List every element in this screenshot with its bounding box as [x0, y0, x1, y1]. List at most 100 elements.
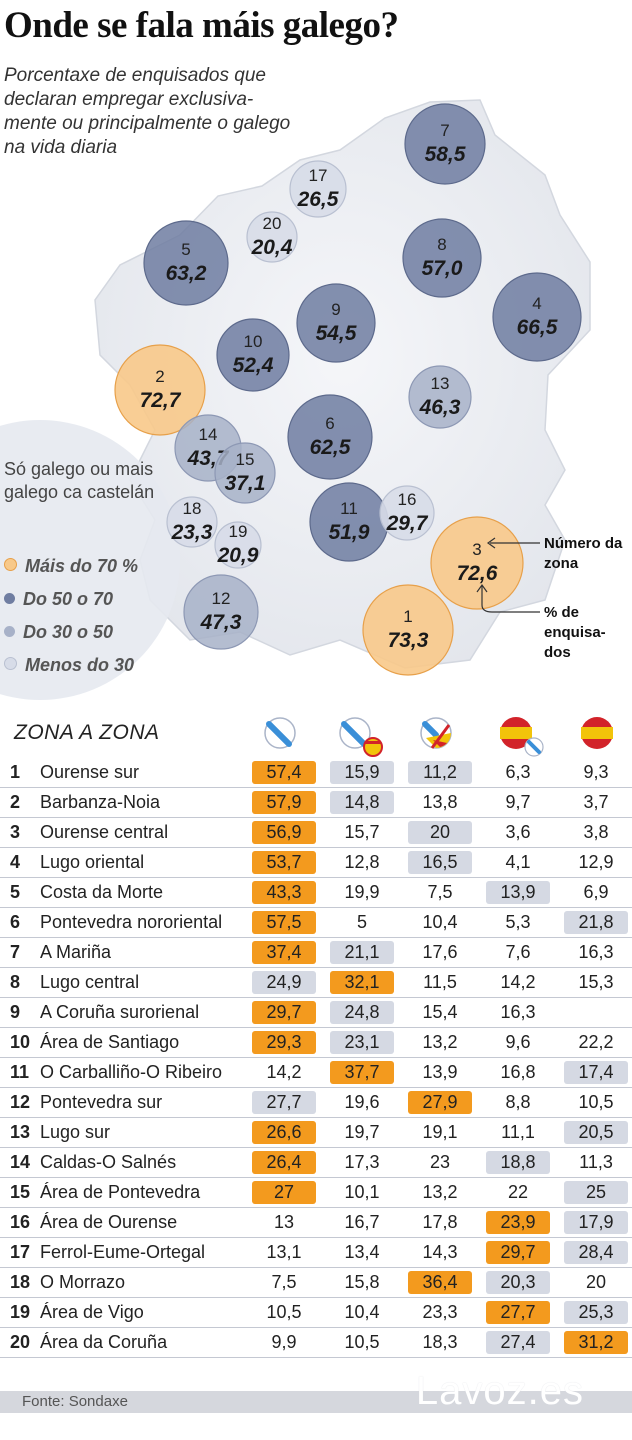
- table-cell: 23,3: [401, 1297, 479, 1328]
- cell-value: 31,2: [564, 1331, 628, 1354]
- table-cell: 37,4: [245, 937, 323, 968]
- table-row: 13 Lugo sur 26,6 19,7 19,1 11,1 20,5: [0, 1117, 632, 1148]
- legend-dot-light-blue-icon: [4, 657, 17, 670]
- zone-bubble-20: [246, 211, 298, 263]
- cell-value: 17,4: [564, 1061, 628, 1084]
- cell-value: 27,9: [408, 1091, 472, 1114]
- zone-bubble-15: [214, 442, 276, 504]
- zone-name: Área de Santiago: [40, 1027, 245, 1058]
- cell-value: 23,9: [486, 1211, 550, 1234]
- table-cell: 6,9: [557, 877, 632, 908]
- zone-bubble-5: [143, 220, 229, 306]
- table-row: 18 O Morrazo 7,5 15,8 36,4 20,3 20: [0, 1267, 632, 1298]
- cell-value: 14,2: [500, 972, 536, 992]
- cell-value: 5,3: [505, 912, 531, 932]
- zone-number-label: 1: [403, 607, 412, 626]
- table-cell: 3,6: [479, 817, 557, 848]
- zone-number: 4: [0, 847, 40, 878]
- table-cell: 15,9: [323, 758, 401, 788]
- table-cell: 4,1: [479, 847, 557, 878]
- table-cell: [557, 997, 632, 1028]
- cell-value: 25,3: [564, 1301, 628, 1324]
- zone-number: 16: [0, 1207, 40, 1238]
- cell-value: 13,9: [486, 881, 550, 904]
- half-galician-half-spanish-flag-icon: [420, 717, 452, 749]
- zone-bubble-18: [166, 496, 218, 548]
- zone-number: 20: [0, 1327, 40, 1358]
- zone-value-label: 72,6: [457, 562, 498, 585]
- zone-number: 6: [0, 907, 40, 938]
- zone-name: Pontevedra sur: [40, 1087, 245, 1118]
- cell-value: 26,6: [252, 1121, 316, 1144]
- cell-value: 13,8: [422, 792, 458, 812]
- table-cell: 14,2: [479, 967, 557, 998]
- table-cell: 57,4: [245, 758, 323, 788]
- table-cell: 13: [245, 1207, 323, 1238]
- table-cell: 11,3: [557, 1147, 632, 1178]
- legend-item-over-70: Máis do 70 %: [4, 556, 138, 577]
- zone-number: 10: [0, 1027, 40, 1058]
- cell-value: 16,3: [500, 1002, 536, 1022]
- table-cell: 20: [401, 817, 479, 848]
- table-cell: 5: [323, 907, 401, 938]
- table-cell: 14,3: [401, 1237, 479, 1268]
- cell-value: [564, 999, 628, 1022]
- zone-number: 3: [0, 817, 40, 848]
- table-cell: 29,7: [479, 1237, 557, 1268]
- callout-percent: % de enquisa-dos: [544, 604, 606, 661]
- cell-value: 11,2: [408, 761, 472, 784]
- cell-value: 21,1: [330, 941, 394, 964]
- cell-value: 19,9: [344, 882, 380, 902]
- spanish-flag-icon: [581, 717, 613, 749]
- table-cell: 13,1: [245, 1237, 323, 1268]
- cell-value: 16,5: [408, 851, 472, 874]
- cell-value: 57,5: [252, 911, 316, 934]
- cell-value: 57,4: [252, 761, 316, 784]
- cell-value: 6,3: [505, 762, 531, 782]
- zone-table: 1 Ourense sur 57,4 15,9 11,2 6,3 9,3 2 Barbanza-…: [0, 758, 632, 1358]
- zone-value-label: 54,5: [316, 322, 357, 345]
- table-cell: 3,7: [557, 787, 632, 818]
- cell-value: 43,3: [252, 881, 316, 904]
- zone-bubble-7: [404, 103, 486, 185]
- zone-name: Ourense sur: [40, 758, 245, 788]
- table-cell: 29,3: [245, 1027, 323, 1058]
- table-cell: 43,3: [245, 877, 323, 908]
- zone-value-label: 72,7: [140, 389, 182, 412]
- table-cell: 57,9: [245, 787, 323, 818]
- cell-value: 20: [408, 821, 472, 844]
- table-cell: 22,2: [557, 1027, 632, 1058]
- cell-value: 17,8: [422, 1212, 458, 1232]
- cell-value: 9,3: [583, 762, 609, 782]
- cell-value: 23,3: [422, 1302, 458, 1322]
- cell-value: 13,1: [266, 1242, 302, 1262]
- cell-value: 22,2: [578, 1032, 614, 1052]
- legend-backdrop-circle: [0, 420, 180, 700]
- cell-value: 11,5: [423, 972, 457, 992]
- table-row: 19 Área de Vigo 10,5 10,4 23,3 27,7 25,3: [0, 1297, 632, 1328]
- zone-number: 12: [0, 1087, 40, 1118]
- table-cell: 7,6: [479, 937, 557, 968]
- table-cell: 23,9: [479, 1207, 557, 1238]
- cell-value: 6,9: [583, 882, 609, 902]
- source-text: Fonte: Sondaxe: [22, 1393, 128, 1410]
- callout-arrows: [476, 537, 540, 613]
- zone-bubble-6: [287, 394, 373, 480]
- table-cell: 23: [401, 1147, 479, 1178]
- table-row: 12 Pontevedra sur 27,7 19,6 27,9 8,8 10,5: [0, 1087, 632, 1118]
- table-cell: 24,9: [245, 967, 323, 998]
- table-cell: 25,3: [557, 1297, 632, 1328]
- table-cell: 15,7: [323, 817, 401, 848]
- zone-name: Lugo sur: [40, 1117, 245, 1148]
- zone-name: Caldas-O Salnés: [40, 1147, 245, 1178]
- table-cell: 17,6: [401, 937, 479, 968]
- cell-value: 21,8: [564, 911, 628, 934]
- table-cell: 6,3: [479, 758, 557, 788]
- zone-value-label: 73,3: [388, 629, 429, 652]
- cell-value: 18,3: [422, 1332, 458, 1352]
- table-cell: 32,1: [323, 967, 401, 998]
- zone-value-label: 26,5: [297, 188, 339, 211]
- cell-value: 27: [252, 1181, 316, 1204]
- zone-value-label: 51,9: [329, 521, 370, 544]
- zone-name: Barbanza-Noia: [40, 787, 245, 818]
